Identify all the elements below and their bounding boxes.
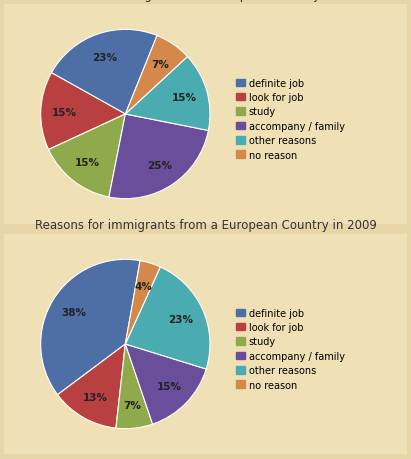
Wedge shape xyxy=(125,344,206,424)
Wedge shape xyxy=(41,73,125,150)
Legend: definite job, look for job, study, accompany / family, other reasons, no reason: definite job, look for job, study, accom… xyxy=(235,307,346,391)
Text: 15%: 15% xyxy=(157,381,182,392)
Wedge shape xyxy=(51,30,157,115)
Wedge shape xyxy=(125,267,210,369)
Wedge shape xyxy=(125,36,187,115)
Text: 38%: 38% xyxy=(61,308,86,317)
Wedge shape xyxy=(48,115,125,197)
Text: 15%: 15% xyxy=(52,107,77,118)
Text: 23%: 23% xyxy=(92,52,118,62)
Title: Reasons for immigrants to a European Country in 2009: Reasons for immigrants to a European Cou… xyxy=(42,0,369,2)
Text: 23%: 23% xyxy=(169,314,194,325)
Wedge shape xyxy=(125,261,160,344)
Text: 15%: 15% xyxy=(75,157,100,168)
Wedge shape xyxy=(125,57,210,131)
Text: 25%: 25% xyxy=(147,160,172,170)
Text: 7%: 7% xyxy=(123,400,141,410)
Text: 15%: 15% xyxy=(171,93,196,103)
Text: 7%: 7% xyxy=(151,60,169,70)
Text: 13%: 13% xyxy=(83,392,108,402)
Title: Reasons for immigrants from a European Country in 2009: Reasons for immigrants from a European C… xyxy=(35,218,376,231)
Legend: definite job, look for job, study, accompany / family, other reasons, no reason: definite job, look for job, study, accom… xyxy=(235,78,346,161)
Wedge shape xyxy=(41,260,140,395)
Wedge shape xyxy=(109,115,208,199)
Wedge shape xyxy=(116,344,152,429)
Wedge shape xyxy=(58,344,125,428)
Text: 4%: 4% xyxy=(134,281,152,291)
